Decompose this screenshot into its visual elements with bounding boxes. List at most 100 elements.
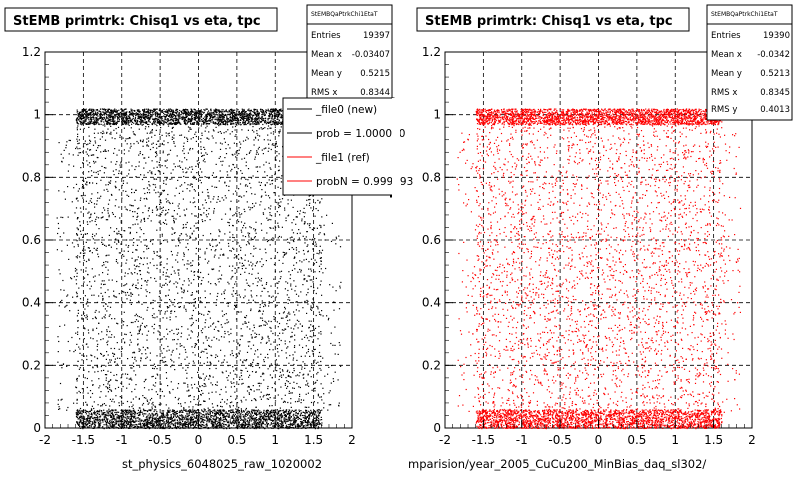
scatter-point xyxy=(106,351,108,353)
scatter-point xyxy=(173,222,175,224)
scatter-point xyxy=(181,288,183,290)
scatter-point xyxy=(174,418,176,420)
scatter-point xyxy=(146,284,148,286)
scatter-point xyxy=(156,355,158,357)
scatter-point xyxy=(146,245,148,247)
scatter-point xyxy=(94,142,97,144)
scatter-point xyxy=(320,280,322,282)
scatter-point xyxy=(140,174,142,176)
scatter-point xyxy=(146,248,148,250)
scatter-point xyxy=(256,295,258,297)
scatter-point xyxy=(144,325,146,327)
scatter-point xyxy=(84,142,86,145)
scatter-point xyxy=(146,187,148,189)
scatter-point xyxy=(224,418,226,420)
scatter-point xyxy=(284,382,286,385)
scatter-point xyxy=(138,423,140,425)
scatter-point xyxy=(129,339,131,341)
scatter-point xyxy=(312,195,314,197)
scatter-point xyxy=(156,368,158,370)
scatter-point xyxy=(255,417,257,419)
scatter-point xyxy=(143,425,145,427)
scatter-point xyxy=(268,179,270,181)
scatter-point xyxy=(218,411,220,413)
scatter-point xyxy=(236,294,238,296)
scatter-point xyxy=(223,359,225,361)
scatter-point xyxy=(161,207,163,209)
scatter-point xyxy=(195,410,197,412)
scatter-point xyxy=(259,184,261,186)
scatter-point xyxy=(232,405,234,407)
scatter-point xyxy=(281,421,283,423)
scatter-point xyxy=(119,418,121,420)
scatter-point xyxy=(167,307,169,309)
scatter-point xyxy=(232,414,234,416)
scatter-point xyxy=(115,181,117,183)
scatter-point xyxy=(167,415,169,417)
scatter-point xyxy=(126,400,129,403)
scatter-point xyxy=(149,262,151,264)
scatter-point xyxy=(121,397,123,399)
scatter-point xyxy=(270,410,272,412)
scatter-point xyxy=(87,164,89,166)
scatter-point xyxy=(203,351,205,353)
scatter-point xyxy=(207,410,209,412)
scatter-point xyxy=(160,344,163,346)
scatter-point xyxy=(279,131,281,133)
scatter-point xyxy=(276,348,279,350)
scatter-point xyxy=(254,410,256,412)
scatter-point xyxy=(93,401,95,403)
scatter-point xyxy=(200,418,202,420)
scatter-point xyxy=(117,418,119,420)
scatter-point xyxy=(134,425,136,427)
scatter-point xyxy=(221,218,223,220)
scatter-point xyxy=(158,196,160,198)
scatter-point xyxy=(170,354,172,356)
scatter-point xyxy=(93,132,95,134)
scatter-point xyxy=(241,335,244,337)
scatter-point xyxy=(277,222,279,224)
scatter-point xyxy=(230,200,232,202)
scatter-point xyxy=(249,413,252,415)
scatter-point xyxy=(108,244,111,246)
scatter-point xyxy=(86,221,88,223)
scatter-point xyxy=(112,423,114,426)
scatter-point xyxy=(238,188,240,190)
scatter-point xyxy=(240,170,242,172)
scatter-point xyxy=(289,419,291,421)
scatter-point xyxy=(105,379,107,381)
scatter-point xyxy=(120,382,122,384)
scatter-point xyxy=(98,423,101,425)
scatter-point xyxy=(171,127,173,129)
scatter-point xyxy=(162,317,164,319)
scatter-point xyxy=(236,201,238,203)
scatter-point xyxy=(175,411,177,413)
scatter-point xyxy=(260,375,262,378)
scatter-point xyxy=(237,311,239,313)
scatter-point xyxy=(92,367,94,369)
scatter-point xyxy=(262,423,265,425)
scatter-point xyxy=(77,319,79,322)
scatter-point xyxy=(85,343,87,345)
scatter-point xyxy=(93,247,95,249)
scatter-point xyxy=(158,422,160,424)
scatter-point xyxy=(178,240,180,242)
scatter-point xyxy=(126,424,128,426)
scatter-point xyxy=(301,301,303,304)
scatter-point xyxy=(289,382,291,384)
scatter-point xyxy=(116,154,118,156)
scatter-point xyxy=(262,319,264,322)
scatter-point xyxy=(106,330,108,333)
scatter-point xyxy=(143,423,145,425)
scatter-point xyxy=(235,212,237,214)
scatter-point xyxy=(139,236,141,238)
scatter-point xyxy=(76,233,78,235)
scatter-point xyxy=(239,216,241,218)
scatter-point xyxy=(160,193,162,195)
scatter-point xyxy=(165,160,167,162)
scatter-point xyxy=(167,410,169,412)
scatter-point xyxy=(168,407,170,409)
scatter-point xyxy=(120,400,123,402)
scatter-point xyxy=(97,404,99,406)
scatter-point xyxy=(269,167,271,169)
